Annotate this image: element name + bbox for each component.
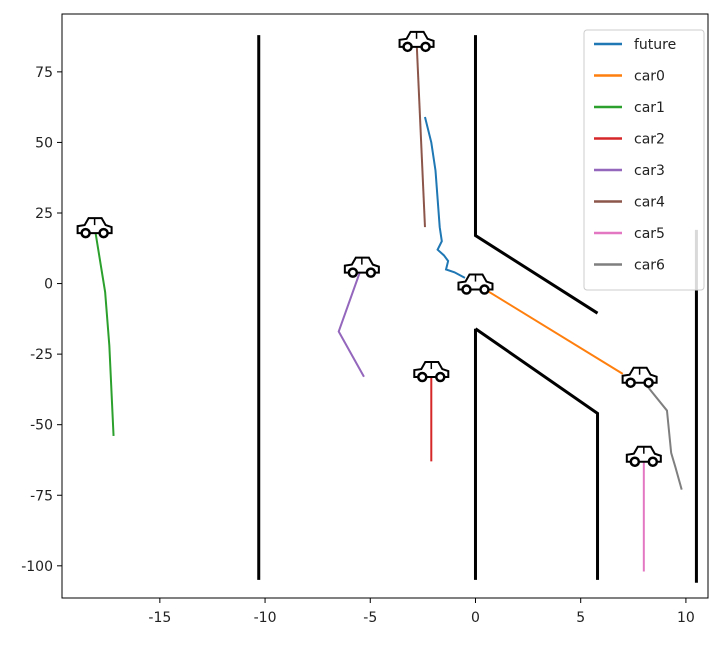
legend-label: car1 — [634, 100, 665, 116]
car-wheel — [479, 284, 490, 295]
legend-label: car3 — [634, 163, 665, 179]
x-tick-label: -15 — [148, 610, 171, 626]
y-tick-label: -75 — [30, 488, 53, 504]
legend-label: future — [634, 37, 676, 53]
car-wheel — [98, 227, 109, 239]
car-wheel — [420, 41, 431, 53]
y-tick-label: 75 — [35, 65, 53, 81]
car-wheel — [647, 456, 659, 467]
car-icon — [398, 30, 435, 53]
x-tick-label: -10 — [254, 610, 277, 626]
legend-label: car4 — [634, 195, 665, 211]
x-tick-label: -5 — [363, 610, 377, 626]
car-wheel — [643, 377, 654, 388]
car-wheel — [80, 227, 91, 239]
car-wheel — [347, 267, 359, 278]
trajectory — [415, 40, 426, 228]
y-tick-label: 25 — [35, 206, 53, 222]
y-tick-label: 0 — [44, 277, 53, 293]
car-wheel — [365, 267, 377, 278]
trajectory — [474, 282, 624, 375]
car-icon — [457, 273, 494, 295]
y-tick-label: 50 — [35, 135, 53, 151]
car-wheel — [625, 377, 636, 388]
car-wheel — [461, 284, 472, 295]
car-icon — [625, 445, 662, 467]
trajectory — [93, 226, 115, 437]
x-tick-label: 10 — [677, 610, 695, 626]
car-wheel — [435, 371, 446, 383]
car-icon — [76, 217, 113, 239]
car-wheel — [402, 41, 413, 53]
trajectory — [638, 376, 683, 490]
x-tick-label: 0 — [471, 610, 480, 626]
road-boundary — [474, 327, 600, 580]
legend-box — [583, 29, 705, 291]
plot-frame — [61, 13, 709, 599]
car-icon — [621, 366, 658, 388]
car-wheel — [629, 456, 641, 467]
legend-label: car2 — [634, 132, 665, 148]
car-icon — [343, 256, 380, 278]
trajectory — [424, 116, 466, 279]
x-tick-label: 5 — [576, 610, 585, 626]
legend-label: car6 — [634, 258, 665, 274]
y-tick-label: -50 — [30, 418, 53, 434]
trajectory — [337, 266, 365, 378]
road-boundary — [473, 35, 599, 315]
legend-label: car0 — [634, 69, 665, 85]
y-tick-label: -25 — [30, 347, 53, 363]
car-wheel — [417, 371, 428, 383]
legend-label: car5 — [634, 226, 665, 242]
y-tick-label: -100 — [21, 559, 53, 575]
car-icon — [413, 361, 450, 383]
